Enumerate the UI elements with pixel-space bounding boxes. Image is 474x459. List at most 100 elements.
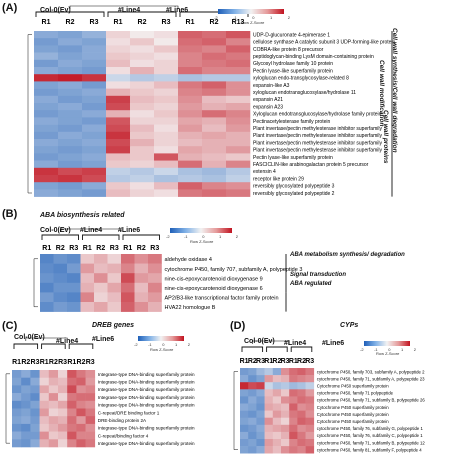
legend-tick: 1 bbox=[400, 347, 404, 352]
heatmap-cell bbox=[297, 368, 306, 376]
panel-a-legend-colorbar bbox=[218, 9, 284, 14]
heatmap-cell bbox=[130, 38, 155, 46]
heatmap-cell bbox=[58, 110, 83, 118]
heatmap-cell bbox=[256, 375, 265, 383]
heatmap-cell bbox=[58, 167, 83, 176]
replicate-label: R1 bbox=[123, 245, 132, 252]
heatmap-cell bbox=[94, 302, 108, 312]
heatmap-cell bbox=[272, 431, 282, 440]
heatmap-cell bbox=[148, 273, 162, 284]
heatmap-cell bbox=[248, 375, 257, 383]
heatmap-cell bbox=[106, 74, 131, 82]
heatmap-cell bbox=[202, 59, 227, 68]
heatmap-cell bbox=[256, 417, 265, 426]
panel-c-section-title: DREB genes bbox=[92, 322, 135, 329]
group-bracket bbox=[290, 346, 313, 352]
heatmap-cell bbox=[53, 302, 68, 312]
heatmap-cell bbox=[12, 423, 22, 432]
heatmap-cell bbox=[272, 403, 282, 411]
gene-label: Integrase-type DNA-binding superfamily p… bbox=[98, 403, 195, 408]
gene-label: COBRA-like protein 8 precursor bbox=[253, 47, 324, 53]
heatmap-cell bbox=[121, 282, 135, 293]
legend-tick: -1 bbox=[148, 342, 152, 347]
heatmap-cell bbox=[58, 385, 68, 394]
heatmap-cell bbox=[264, 417, 274, 426]
heatmap-cell bbox=[94, 282, 108, 293]
group-bracket bbox=[13, 343, 39, 349]
panel-b-category-aba-regulated: ABA regulated bbox=[290, 281, 332, 287]
heatmap-cell bbox=[40, 292, 54, 303]
heatmap-cell bbox=[58, 146, 83, 154]
heatmap-cell bbox=[85, 393, 96, 402]
heatmap-cell bbox=[85, 400, 96, 409]
heatmap-cell bbox=[130, 74, 155, 82]
heatmap-cell bbox=[34, 146, 59, 154]
heatmap-cell bbox=[305, 424, 315, 433]
panel-b-legend-ticks: -2 -1 0 1 2 bbox=[166, 234, 238, 239]
heatmap-cell bbox=[85, 439, 96, 448]
heatmap-cell bbox=[272, 446, 282, 454]
heatmap-cell bbox=[58, 88, 83, 97]
heatmap-cell bbox=[39, 439, 50, 448]
gene-label: cytochrome P450, family 71, subfamily A,… bbox=[317, 376, 425, 381]
heatmap-cell bbox=[82, 45, 107, 53]
heatmap-cell bbox=[30, 400, 40, 409]
heatmap-cell bbox=[202, 31, 227, 39]
heatmap-cell bbox=[67, 431, 77, 440]
group-bracket bbox=[41, 343, 66, 349]
heatmap-cell bbox=[58, 153, 83, 161]
legend-tick: -2 bbox=[166, 234, 170, 239]
heatmap-cell bbox=[58, 103, 83, 111]
heatmap-cell bbox=[12, 393, 22, 402]
heatmap-cell bbox=[106, 95, 131, 104]
heatmap-cell bbox=[281, 424, 290, 433]
gene-label: expansin-like A3 bbox=[253, 83, 290, 89]
heatmap-cell bbox=[21, 439, 31, 448]
heatmap-cell bbox=[148, 292, 162, 303]
panel-b-heatmap-svg: R1 R2 R3 R1 R2 R3 R1 R2 R3 aldehyde oxidase 4 cyto… bbox=[33, 228, 302, 312]
heatmap-cell bbox=[121, 263, 135, 274]
replicate-label: R3 bbox=[31, 359, 40, 366]
heatmap-cell bbox=[85, 377, 96, 386]
heatmap-cell bbox=[202, 38, 227, 46]
heatmap-cell bbox=[281, 403, 290, 411]
heatmap-cell bbox=[21, 408, 31, 417]
heatmap-cell bbox=[281, 410, 290, 418]
heatmap-cell bbox=[281, 446, 290, 454]
replicate-label: R3 bbox=[281, 358, 290, 365]
heatmap-cell bbox=[272, 417, 282, 426]
heatmap-cell bbox=[85, 423, 96, 432]
heatmap-cell bbox=[289, 439, 298, 447]
heatmap-cell bbox=[202, 153, 227, 161]
group-bracket bbox=[35, 11, 105, 17]
heatmap-cell bbox=[202, 95, 227, 104]
heatmap-cell bbox=[106, 139, 131, 147]
heatmap-cell bbox=[264, 368, 274, 376]
panel-b-category-metabolism-1: ABA metabolism synthesis/ degradation bbox=[290, 252, 405, 258]
heatmap-cell bbox=[281, 396, 290, 404]
heatmap-cell bbox=[80, 273, 95, 284]
heatmap-cell bbox=[264, 403, 274, 411]
heatmap-cell bbox=[82, 67, 107, 75]
heatmap-cell bbox=[53, 263, 68, 274]
heatmap-cell bbox=[34, 103, 59, 111]
gene-label: Pectin lyase-like superfamily protein bbox=[253, 155, 333, 161]
gene-label: peptidoglycan-binding LysM domain-contai… bbox=[253, 54, 374, 60]
heatmap-cell bbox=[305, 382, 315, 390]
heatmap-cell bbox=[76, 408, 86, 417]
heatmap-cell bbox=[21, 393, 31, 402]
heatmap-cell bbox=[34, 124, 59, 133]
gene-label: Plant invertase/pectin methylesterase in… bbox=[253, 148, 382, 154]
heatmap-cell bbox=[256, 410, 265, 418]
heatmap-cell bbox=[40, 282, 54, 293]
heatmap-cell bbox=[67, 302, 81, 312]
heatmap-cell bbox=[130, 59, 155, 68]
heatmap-cell bbox=[178, 45, 203, 53]
heatmap-cell bbox=[154, 88, 179, 97]
heatmap-cell bbox=[178, 160, 203, 169]
group-bracket bbox=[179, 11, 249, 17]
heatmap-cell bbox=[34, 189, 59, 197]
gene-label: Integrase-type DNA-binding superfamily p… bbox=[98, 379, 195, 384]
group-bracket bbox=[107, 11, 177, 17]
heatmap-cell bbox=[305, 396, 315, 404]
